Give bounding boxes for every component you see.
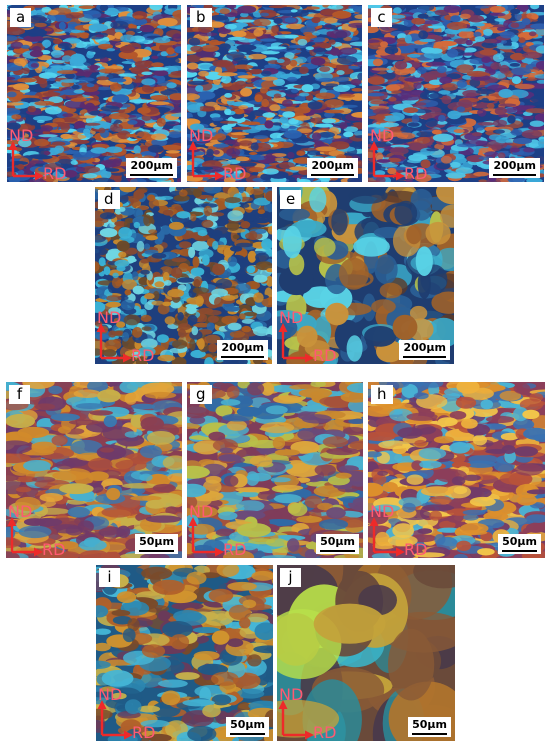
axis-label-nd: ND (189, 126, 214, 145)
axis-arrows-icon (7, 517, 43, 557)
axis-label-nd: ND (189, 502, 214, 521)
scale-bar: 200µm (126, 158, 177, 178)
grain-texture (277, 565, 455, 741)
scale-bar-line (130, 174, 173, 176)
scale-bar: 200µm (489, 158, 540, 178)
scale-bar-line (221, 356, 264, 358)
scale-bar-text: 200µm (403, 341, 446, 354)
axis-label-rd: RD (43, 164, 67, 182)
axis-arrows-icon (278, 323, 314, 363)
scale-bar: 50µm (498, 534, 541, 554)
scale-bar: 200µm (307, 158, 358, 178)
scale-bar: 200µm (217, 340, 268, 360)
axis-label-rd: RD (404, 540, 428, 558)
grains (277, 187, 454, 364)
scale-bar-line (412, 733, 447, 735)
axis-label-nd: ND (370, 502, 395, 521)
axis-label-nd: ND (9, 126, 34, 145)
axis-label-nd: ND (8, 502, 33, 521)
scale-bar-line (139, 550, 174, 552)
panel-label: e (280, 190, 302, 209)
scale-bar-line (403, 356, 446, 358)
scale-bar: 50µm (316, 534, 359, 554)
axis-arrows-icon (188, 141, 224, 181)
axis-label-nd: ND (370, 126, 395, 145)
panel-label: c (371, 8, 392, 27)
axis-arrows-icon (278, 700, 314, 740)
scale-bar-text: 200µm (311, 159, 354, 172)
grains (187, 382, 363, 558)
panel-label: j (280, 568, 301, 587)
grain-texture (95, 187, 272, 364)
scale-bar-line (320, 550, 355, 552)
micrograph-panel-i: i ND RD 50µm (96, 565, 273, 741)
axis-arrows-icon (188, 517, 224, 557)
panel-label: d (98, 190, 120, 209)
scale-bar-text: 200µm (130, 159, 173, 172)
axis-label-rd: RD (313, 723, 337, 741)
micrograph-panel-d: d ND RD 200µm (95, 187, 272, 364)
scale-bar-text: 50µm (412, 718, 447, 731)
micrograph-panel-e: e ND RD 200µm (277, 187, 454, 364)
micrograph-panel-j: j ND RD 50µm (277, 565, 455, 741)
axis-arrows-icon (96, 323, 132, 363)
grains (187, 5, 362, 182)
scale-bar-text: 50µm (320, 535, 355, 548)
panel-label: i (99, 568, 120, 587)
axis-label-rd: RD (313, 346, 337, 364)
axis-label-nd: ND (279, 308, 304, 327)
micrograph-panel-c: c ND RD 200µm (368, 5, 544, 182)
micrograph-panel-g: g ND RD 50µm (187, 382, 363, 558)
scale-bar: 200µm (399, 340, 450, 360)
grains (6, 382, 182, 558)
grains (96, 565, 273, 741)
panel-label: a (10, 8, 32, 27)
scale-bar-line (230, 733, 265, 735)
axis-label-nd: ND (97, 308, 122, 327)
scale-bar-text: 200µm (493, 159, 536, 172)
panel-label: h (371, 385, 393, 404)
grain-texture (368, 382, 545, 558)
axis-label-nd: ND (279, 685, 304, 704)
grain-texture (187, 5, 362, 182)
scale-bar-text: 50µm (139, 535, 174, 548)
scale-bar: 50µm (226, 717, 269, 737)
scale-bar-line (493, 174, 536, 176)
grain-texture (96, 565, 273, 741)
grains (368, 382, 545, 558)
scale-bar: 50µm (135, 534, 178, 554)
axis-arrows-icon (8, 141, 44, 181)
axis-arrows-icon (369, 141, 405, 181)
scale-bar-text: 50µm (230, 718, 265, 731)
micrograph-panel-b: b ND RD 200µm (187, 5, 362, 182)
axis-label-rd: RD (131, 346, 155, 364)
axis-label-rd: RD (223, 164, 247, 182)
grain-texture (277, 187, 454, 364)
grain-texture (187, 382, 363, 558)
panel-label: f (9, 385, 30, 404)
axis-arrows-icon (369, 517, 405, 557)
panel-label: b (190, 8, 212, 27)
scale-bar-text: 50µm (502, 535, 537, 548)
micrograph-panel-f: f ND RD 50µm (6, 382, 182, 558)
panel-label: g (190, 385, 212, 404)
micrograph-panel-h: h ND RD 50µm (368, 382, 545, 558)
scale-bar-line (311, 174, 354, 176)
axis-label-rd: RD (132, 723, 156, 741)
micrograph-panel-a: a ND RD 200µm (7, 5, 181, 182)
axis-arrows-icon (97, 700, 133, 740)
axis-label-nd: ND (98, 685, 123, 704)
axis-label-rd: RD (42, 540, 66, 558)
grain-texture (6, 382, 182, 558)
grains (277, 565, 455, 741)
scale-bar-text: 200µm (221, 341, 264, 354)
axis-label-rd: RD (404, 164, 428, 182)
axis-label-rd: RD (223, 540, 247, 558)
scale-bar: 50µm (408, 717, 451, 737)
scale-bar-line (502, 550, 537, 552)
